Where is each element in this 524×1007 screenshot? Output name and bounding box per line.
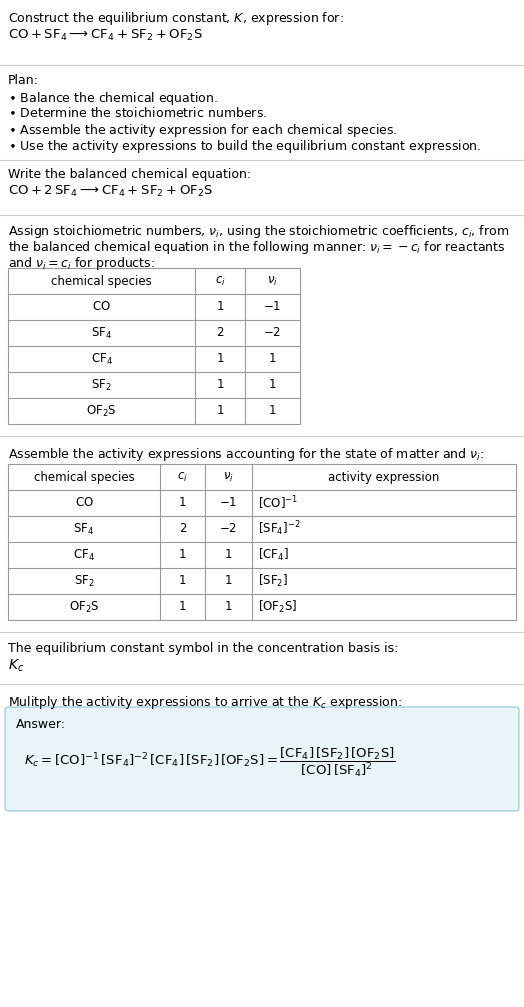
Text: 2: 2 (179, 523, 186, 536)
Text: 1: 1 (269, 352, 276, 366)
Text: 1: 1 (269, 405, 276, 418)
Text: $\bullet$ Balance the chemical equation.: $\bullet$ Balance the chemical equation. (8, 90, 218, 107)
Text: $K_c$: $K_c$ (8, 658, 24, 675)
Text: 1: 1 (179, 549, 186, 562)
Text: $c_i$: $c_i$ (215, 275, 225, 288)
Text: $-2$: $-2$ (220, 523, 237, 536)
Text: 1: 1 (216, 300, 224, 313)
FancyBboxPatch shape (5, 707, 519, 811)
Bar (8, 464, 516, 620)
Text: $\mathrm{OF_2S}$: $\mathrm{OF_2S}$ (86, 404, 117, 419)
Text: $\nu_i$: $\nu_i$ (267, 275, 278, 288)
Text: Plan:: Plan: (8, 74, 39, 87)
Text: the balanced chemical equation in the following manner: $\nu_i = -c_i$ for react: the balanced chemical equation in the fo… (8, 239, 506, 256)
Text: $c_i$: $c_i$ (177, 470, 188, 483)
Text: 1: 1 (216, 405, 224, 418)
Text: activity expression: activity expression (329, 470, 440, 483)
Text: 1: 1 (179, 600, 186, 613)
Text: and $\nu_i = c_i$ for products:: and $\nu_i = c_i$ for products: (8, 255, 155, 272)
Text: $\bullet$ Assemble the activity expression for each chemical species.: $\bullet$ Assemble the activity expressi… (8, 122, 397, 139)
Text: $[\mathrm{OF_2S}]$: $[\mathrm{OF_2S}]$ (258, 599, 297, 615)
Text: $\bullet$ Use the activity expressions to build the equilibrium constant express: $\bullet$ Use the activity expressions t… (8, 138, 481, 155)
Text: $\nu_i$: $\nu_i$ (223, 470, 234, 483)
Text: $\mathrm{CO}$: $\mathrm{CO}$ (92, 300, 111, 313)
Text: 1: 1 (179, 496, 186, 510)
Bar (8, 268, 300, 424)
Text: chemical species: chemical species (51, 275, 152, 288)
Text: $\mathrm{SF_2}$: $\mathrm{SF_2}$ (91, 378, 112, 393)
Text: Assemble the activity expressions accounting for the state of matter and $\nu_i$: Assemble the activity expressions accoun… (8, 446, 484, 463)
Text: Write the balanced chemical equation:: Write the balanced chemical equation: (8, 168, 251, 181)
Text: $\mathrm{SF_4}$: $\mathrm{SF_4}$ (73, 522, 94, 537)
Text: 1: 1 (179, 575, 186, 587)
Text: $[\mathrm{CF_4}]$: $[\mathrm{CF_4}]$ (258, 547, 289, 563)
Text: $\mathrm{SF_2}$: $\mathrm{SF_2}$ (73, 573, 94, 588)
Text: $K_c = [\mathrm{CO}]^{-1}\,[\mathrm{SF_4}]^{-2}\,[\mathrm{CF_4}]\,[\mathrm{SF_2}: $K_c = [\mathrm{CO}]^{-1}\,[\mathrm{SF_4… (24, 745, 396, 778)
Text: $\bullet$ Determine the stoichiometric numbers.: $\bullet$ Determine the stoichiometric n… (8, 106, 267, 120)
Text: chemical species: chemical species (34, 470, 134, 483)
Text: $-2$: $-2$ (264, 326, 281, 339)
Text: 1: 1 (225, 549, 232, 562)
Text: 1: 1 (216, 352, 224, 366)
Text: $-1$: $-1$ (264, 300, 281, 313)
Text: The equilibrium constant symbol in the concentration basis is:: The equilibrium constant symbol in the c… (8, 642, 398, 655)
Text: 1: 1 (225, 575, 232, 587)
Text: 2: 2 (216, 326, 224, 339)
Text: $\mathrm{CF_4}$: $\mathrm{CF_4}$ (91, 351, 113, 367)
Text: $-1$: $-1$ (220, 496, 237, 510)
Text: 1: 1 (216, 379, 224, 392)
Text: Answer:: Answer: (16, 718, 66, 731)
Text: 1: 1 (225, 600, 232, 613)
Text: $\mathrm{CO}$: $\mathrm{CO}$ (74, 496, 93, 510)
Text: $[\mathrm{SF_2}]$: $[\mathrm{SF_2}]$ (258, 573, 288, 589)
Text: $\mathrm{CO} + \mathrm{SF_4} \longrightarrow \mathrm{CF_4} + \mathrm{SF_2} + \ma: $\mathrm{CO} + \mathrm{SF_4} \longrighta… (8, 28, 203, 43)
Text: 1: 1 (269, 379, 276, 392)
Text: $\mathrm{OF_2S}$: $\mathrm{OF_2S}$ (69, 599, 99, 614)
Text: Construct the equilibrium constant, $K$, expression for:: Construct the equilibrium constant, $K$,… (8, 10, 344, 27)
Text: $[\mathrm{CO}]^{-1}$: $[\mathrm{CO}]^{-1}$ (258, 494, 298, 512)
Text: $\mathrm{CO} + 2\,\mathrm{SF_4} \longrightarrow \mathrm{CF_4} + \mathrm{SF_2} + : $\mathrm{CO} + 2\,\mathrm{SF_4} \longrig… (8, 184, 213, 199)
Text: $\mathrm{SF_4}$: $\mathrm{SF_4}$ (91, 325, 112, 340)
Text: $[\mathrm{SF_4}]^{-2}$: $[\mathrm{SF_4}]^{-2}$ (258, 520, 301, 539)
Text: $\mathrm{CF_4}$: $\mathrm{CF_4}$ (73, 548, 95, 563)
Text: Mulitply the activity expressions to arrive at the $K_c$ expression:: Mulitply the activity expressions to arr… (8, 694, 402, 711)
Text: Assign stoichiometric numbers, $\nu_i$, using the stoichiometric coefficients, $: Assign stoichiometric numbers, $\nu_i$, … (8, 223, 509, 240)
